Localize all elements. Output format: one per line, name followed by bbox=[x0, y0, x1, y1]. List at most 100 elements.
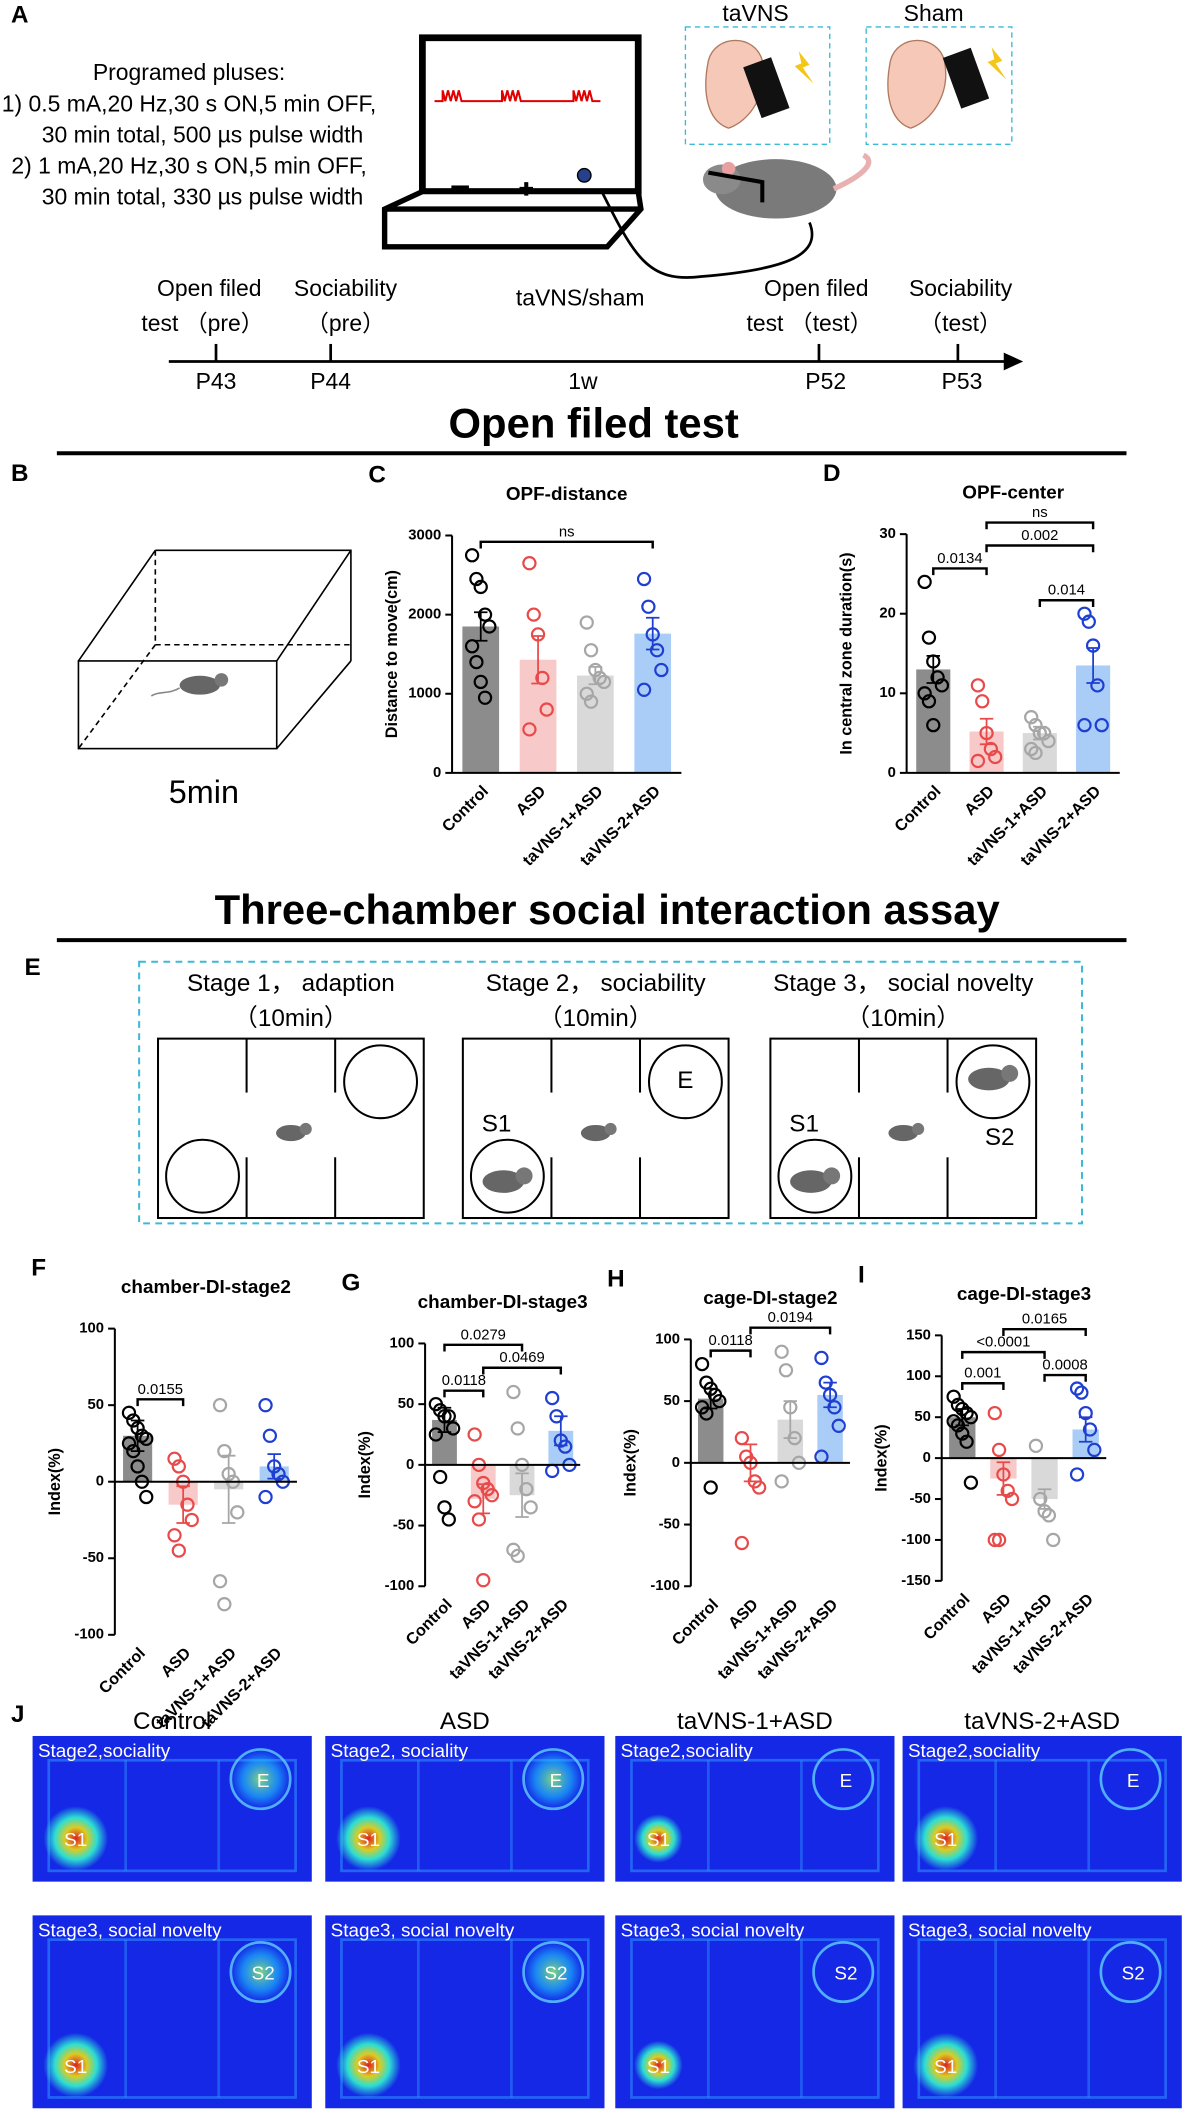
data-point bbox=[970, 753, 986, 769]
mouse-illustration bbox=[702, 152, 872, 219]
duration-label: 5min bbox=[169, 774, 239, 810]
data-point bbox=[831, 1418, 846, 1433]
heatmap-marker: S1 bbox=[647, 1830, 670, 1851]
timeline-label: P43 bbox=[196, 368, 237, 394]
heatmap-label: Stage3, social novelty bbox=[38, 1921, 222, 1942]
significance-bracket bbox=[443, 1389, 485, 1398]
y-tick-label: 0 bbox=[433, 765, 441, 781]
significance-label: ns bbox=[1032, 505, 1048, 521]
heatmap-marker: S1 bbox=[64, 1830, 87, 1851]
heatmap-track bbox=[917, 1758, 1167, 1873]
y-tick-label: 100 bbox=[390, 1335, 415, 1351]
timeline-label: P52 bbox=[805, 368, 846, 394]
data-point bbox=[510, 1421, 525, 1436]
data-point bbox=[955, 1426, 970, 1441]
data-point bbox=[636, 682, 652, 697]
data-point bbox=[1000, 1483, 1015, 1498]
data-point bbox=[184, 1512, 199, 1528]
heatmap-marker: E bbox=[257, 1771, 270, 1792]
stimulator bbox=[381, 34, 814, 279]
data-point bbox=[471, 1512, 487, 1527]
timeline-label: 1w bbox=[568, 368, 598, 394]
data-point bbox=[955, 1401, 970, 1417]
y-tick-label: -100 bbox=[385, 1578, 415, 1594]
data-point bbox=[212, 1574, 228, 1589]
heatmap-marker: S2 bbox=[1122, 1964, 1145, 1985]
data-point bbox=[774, 1474, 789, 1489]
stages: Stage 1， adaption （10min） Stage 2， sociabi… bbox=[157, 970, 1038, 1220]
significance-label: 0.0118 bbox=[708, 1333, 752, 1349]
significance-label: 0.0118 bbox=[442, 1373, 486, 1389]
x-tick-label: Control bbox=[669, 1596, 722, 1649]
data-point bbox=[987, 1532, 1002, 1548]
data-point bbox=[950, 1397, 966, 1413]
open-field-box bbox=[77, 549, 352, 750]
data-point bbox=[583, 694, 599, 709]
data-point bbox=[1077, 606, 1092, 621]
mouse-icon bbox=[888, 1124, 919, 1142]
protocol-line: 1) 0.5 mA,20 Hz,30 s ON,5 min OFF, bbox=[2, 90, 377, 116]
data-point bbox=[130, 1459, 145, 1474]
cage-ring bbox=[522, 1748, 585, 1811]
y-tick-label: 0 bbox=[888, 765, 896, 781]
heatmap-marker: S1 bbox=[647, 2057, 670, 2078]
data-point bbox=[1028, 717, 1043, 733]
bar bbox=[577, 675, 614, 773]
significance-bracket bbox=[985, 521, 1095, 530]
data-point bbox=[473, 579, 488, 595]
data-point bbox=[506, 1384, 521, 1400]
data-point bbox=[267, 1459, 282, 1474]
y-tick-label: 10 bbox=[879, 685, 896, 701]
data-point bbox=[583, 643, 599, 658]
x-tick-label: ASD bbox=[961, 782, 998, 819]
y-tick-label: -100 bbox=[901, 1532, 931, 1548]
data-point bbox=[712, 1393, 727, 1409]
y-tick-label: 0 bbox=[923, 1450, 931, 1466]
timeline bbox=[168, 343, 1024, 371]
significance-label: 0.014 bbox=[1048, 583, 1085, 599]
data-point bbox=[441, 1409, 456, 1424]
data-point bbox=[171, 1543, 186, 1558]
data-point bbox=[539, 702, 554, 717]
heatmap-label: Stage2,sociality bbox=[621, 1741, 754, 1762]
data-point bbox=[217, 1597, 232, 1612]
data-point bbox=[445, 1421, 461, 1436]
protocol-line: 30 min total, 500 µs pulse width bbox=[42, 121, 364, 147]
data-point bbox=[1041, 733, 1056, 749]
cage-ring bbox=[1099, 1748, 1162, 1811]
data-point bbox=[641, 599, 656, 614]
y-tick-label: 100 bbox=[655, 1331, 680, 1347]
heatmap-track bbox=[340, 1758, 590, 1873]
protocol-line: 2) 1 mA,20 Hz,30 s ON,5 min OFF, bbox=[11, 152, 366, 178]
mouse-head bbox=[299, 1122, 312, 1136]
group-title: Control bbox=[133, 1708, 211, 1735]
y-tick-label: 50 bbox=[914, 1409, 931, 1425]
chamber-box bbox=[461, 1037, 730, 1220]
significance-bracket bbox=[749, 1326, 832, 1335]
data-point bbox=[130, 1420, 145, 1436]
y-tick-label: 50 bbox=[88, 1397, 105, 1413]
data-point bbox=[217, 1443, 232, 1459]
data-point bbox=[477, 690, 493, 705]
panel-letter: F bbox=[31, 1255, 46, 1282]
mouse-icon bbox=[580, 1124, 611, 1142]
y-axis-label: Index(%) bbox=[622, 1429, 640, 1496]
device-label: taVNS bbox=[722, 0, 788, 26]
y-tick-label: 0 bbox=[406, 1457, 414, 1473]
data-point bbox=[469, 654, 484, 670]
heatmap-marker: S2 bbox=[252, 1964, 275, 1985]
data-point bbox=[963, 1410, 979, 1425]
data-point bbox=[934, 678, 950, 693]
y-tick-label: 30 bbox=[879, 526, 896, 542]
event-label: （test） bbox=[919, 310, 1002, 336]
significance-bracket bbox=[932, 567, 988, 576]
data-point bbox=[469, 571, 484, 587]
y-tick-label: 50 bbox=[398, 1396, 415, 1412]
significance-bracket bbox=[1038, 599, 1095, 607]
data-point bbox=[121, 1436, 137, 1451]
y-tick-label: 3000 bbox=[408, 527, 441, 543]
y-axis-label: Index(%) bbox=[46, 1448, 64, 1515]
y-tick-label: 0 bbox=[672, 1455, 680, 1471]
stage-title: Stage 1， adaption bbox=[187, 970, 395, 997]
